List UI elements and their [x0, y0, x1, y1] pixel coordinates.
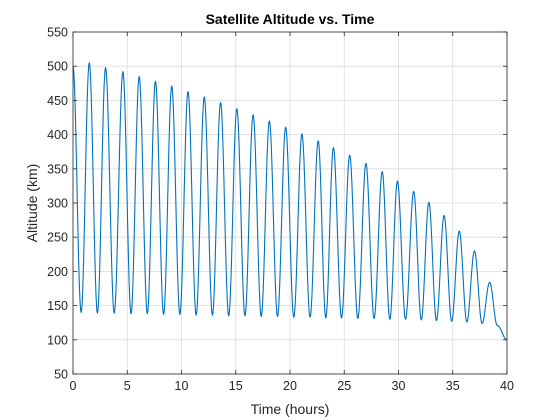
- y-tick-label: 550: [47, 26, 68, 40]
- y-tick-label: 200: [47, 265, 68, 279]
- x-tick-label: 35: [446, 379, 460, 393]
- x-tick-label: 15: [229, 379, 243, 393]
- series-line-altitude: [72, 62, 508, 341]
- x-tick-label: 40: [500, 379, 514, 393]
- data-layer: [72, 62, 508, 341]
- y-tick-label: 50: [54, 368, 68, 382]
- y-tick-label: 400: [47, 128, 68, 142]
- y-tick-label: 450: [47, 94, 68, 108]
- x-tick-label: 10: [175, 379, 189, 393]
- x-tick-label: 30: [392, 379, 406, 393]
- y-tick-label: 150: [47, 299, 68, 313]
- x-tick-label: 20: [283, 379, 297, 393]
- y-tick-label: 300: [47, 197, 68, 211]
- y-tick-label: 500: [47, 60, 68, 74]
- chart-title: Satellite Altitude vs. Time: [206, 11, 375, 27]
- y-tick-label: 350: [47, 162, 68, 176]
- y-tick-label: 100: [47, 333, 68, 347]
- x-tick-label: 5: [124, 379, 131, 393]
- x-axis-label: Time (hours): [251, 401, 330, 417]
- x-tick-label: 0: [70, 379, 77, 393]
- x-axis-ticks: 0 5 10 15 20 25 30 35 40: [70, 32, 514, 393]
- y-axis-label: Altitude (km): [24, 164, 40, 243]
- y-axis-ticks: 50 100 150 200 250 300 350 400 450 500 550: [47, 26, 507, 382]
- y-tick-label: 250: [47, 231, 68, 245]
- x-tick-label: 25: [337, 379, 351, 393]
